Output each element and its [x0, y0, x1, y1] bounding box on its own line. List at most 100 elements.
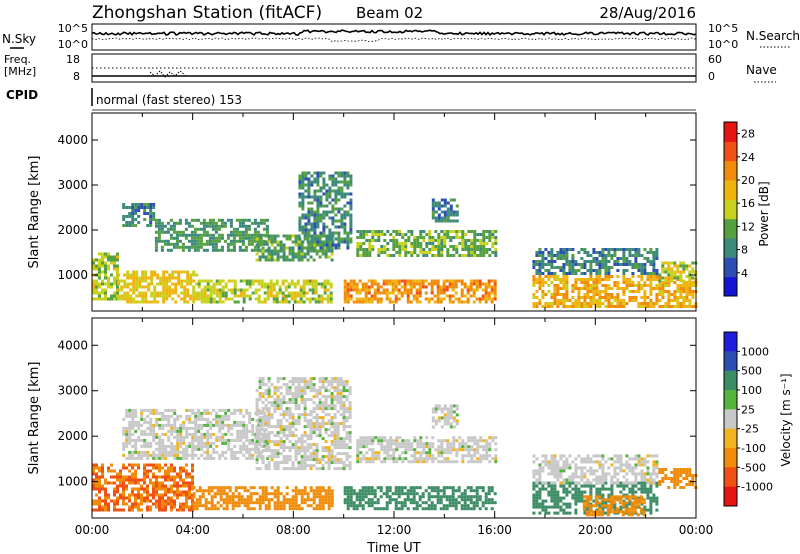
- echo-region: [192, 486, 334, 511]
- colorbar-swatch: [724, 141, 737, 162]
- colorbar-swatch: [724, 276, 737, 297]
- colorbar-swatch: [724, 238, 737, 258]
- echo-region: [431, 198, 459, 223]
- freq-tick-bottom: 8: [73, 70, 80, 83]
- echo-region: [658, 468, 698, 489]
- echo-region: [532, 454, 659, 485]
- time-axis-label: Time UT: [366, 541, 420, 554]
- cpid-label: CPID: [6, 88, 38, 102]
- velocity-axes: 1000 2000 3000 4000 00:00 04:00 08:00 12:00 16:0…: [57, 318, 713, 537]
- colorbar-swatch: [724, 467, 737, 488]
- colorbar-tick-label: 25: [741, 403, 755, 416]
- echo-region: [343, 486, 497, 511]
- y-tick-label: 2000: [57, 223, 88, 237]
- echo-region: [122, 408, 270, 460]
- date-label: 28/Aug/2016: [599, 4, 696, 22]
- x-tick-label: 12:00: [377, 523, 412, 537]
- echo-region: [122, 203, 156, 227]
- echo-region: [532, 275, 698, 308]
- echo-region: [356, 230, 498, 257]
- echo-region: [582, 495, 646, 517]
- y-tick-label: 4000: [57, 133, 88, 147]
- colorbar-tick-label: 24: [741, 151, 755, 164]
- colorbar-swatch: [724, 409, 737, 430]
- colorbar-swatch: [724, 160, 737, 181]
- echo-region: [197, 279, 333, 304]
- velocity-colorbar-label: Velocity [m s⁻¹]: [779, 373, 793, 466]
- echo-region: [356, 436, 498, 464]
- colorbar-swatch: [724, 448, 737, 468]
- power-colorbar: 4 8 12 16 20 24 28: [723, 121, 755, 297]
- power-panel: 1000 2000 3000 4000 Slant Range [km] 4 8 12 16…: [27, 112, 771, 312]
- colorbar-tick-label: -100: [741, 442, 766, 455]
- power-axes: 1000 2000 3000 4000: [57, 113, 697, 311]
- nsearch-label: N.Search: [746, 29, 800, 43]
- colorbar-tick-label: -1000: [741, 481, 773, 494]
- colorbar-swatch: [724, 428, 737, 449]
- x-tick-label: 08:00: [276, 523, 311, 537]
- colorbar-swatch: [724, 257, 737, 278]
- echo-region: [255, 377, 352, 471]
- nsky-tick-bottom: 10^0: [58, 38, 88, 51]
- echo-region: [117, 270, 199, 304]
- velocity-colorbar: 1000 500 100 25 -25 -100 -500 -1000: [723, 331, 773, 507]
- colorbar-tick-label: 100: [741, 384, 762, 397]
- nsky-label: N.Sky: [2, 32, 36, 46]
- colorbar-swatch: [724, 486, 737, 507]
- nsky-strip-frame: [91, 23, 697, 51]
- colorbar-tick-label: 16: [741, 197, 755, 210]
- colorbar-swatch: [724, 332, 737, 352]
- cpid-text: normal (fast stereo) 153: [96, 93, 242, 107]
- nave-tick-top: 60: [708, 53, 722, 66]
- nsky-tick-top: 10^5: [58, 22, 88, 35]
- echo-region: [92, 252, 119, 301]
- velocity-data-layer: [92, 377, 698, 517]
- nave-label: Nave: [746, 63, 777, 77]
- power-colorbar-label: Power [dB]: [757, 181, 771, 246]
- velocity-ylabel: Slant Range [km]: [27, 362, 42, 475]
- freq-label: Freq.: [4, 53, 31, 66]
- colorbar-tick-label: 4: [741, 267, 748, 280]
- y-tick-label: 3000: [57, 384, 88, 398]
- freq-unit: [MHz]: [4, 65, 36, 78]
- nsearch-tick-top: 10^5: [708, 22, 738, 35]
- colorbar-tick-label: -500: [741, 461, 766, 474]
- colorbar-swatch: [724, 180, 737, 200]
- freq-tick-top: 18: [66, 53, 80, 66]
- colorbar-frame: [723, 331, 738, 507]
- colorbar-tick-label: 20: [741, 174, 755, 187]
- colorbar-swatch: [724, 218, 737, 239]
- colorbar-tick-label: 1000: [741, 345, 769, 358]
- colorbar-swatch: [724, 370, 737, 391]
- x-tick-label: 16:00: [477, 523, 512, 537]
- nsky-trace: [91, 29, 697, 37]
- colorbar-swatch: [724, 122, 737, 142]
- echo-region: [154, 218, 269, 252]
- nave-scatter-burst: [149, 70, 186, 78]
- beam-label: Beam 02: [356, 4, 423, 22]
- echo-region: [431, 404, 459, 429]
- y-tick-label: 4000: [57, 338, 88, 352]
- y-tick-label: 3000: [57, 178, 88, 192]
- colorbar-tick-label: 28: [741, 128, 755, 141]
- colorbar-swatch: [724, 390, 737, 410]
- y-tick-label: 2000: [57, 429, 88, 443]
- echo-region: [298, 171, 353, 250]
- power-ylabel: Slant Range [km]: [27, 156, 42, 269]
- power-data-layer: [92, 171, 698, 308]
- x-tick-label: 00:00: [75, 523, 110, 537]
- echo-region: [343, 279, 497, 304]
- echo-region: [658, 261, 698, 283]
- colorbar-swatch: [724, 199, 737, 220]
- station-title: Zhongshan Station (fitACF): [92, 3, 322, 23]
- y-tick-label: 1000: [57, 268, 88, 282]
- colorbar-tick-label: 500: [741, 365, 762, 378]
- nave-tick-bottom: 0: [708, 70, 715, 83]
- y-tick-label: 1000: [57, 475, 88, 489]
- echo-region: [92, 463, 194, 512]
- colorbar-swatch: [724, 351, 737, 372]
- x-tick-label: 00:00: [679, 523, 714, 537]
- nsearch-trace: [91, 37, 697, 43]
- x-tick-label: 04:00: [175, 523, 210, 537]
